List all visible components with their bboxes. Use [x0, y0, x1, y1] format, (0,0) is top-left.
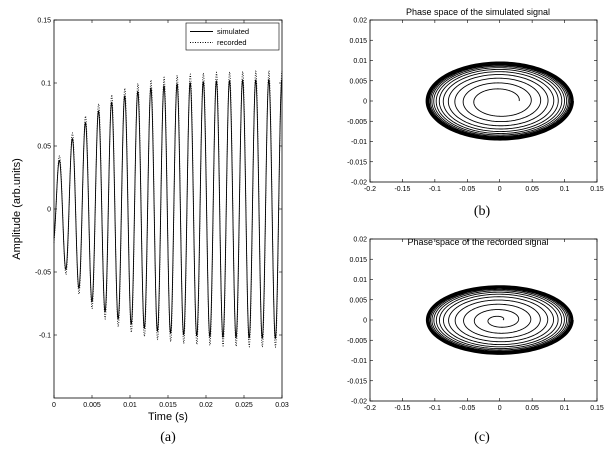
x-tick-label: 0.15 — [590, 186, 604, 193]
series-line-recorded — [53, 70, 283, 349]
y-tick-label: -0.005 — [347, 338, 367, 345]
x-tick-label: 0 — [52, 402, 56, 409]
x-tick-label: 0.01 — [123, 402, 137, 409]
legend-a: simulated recorded — [185, 22, 280, 51]
series-line-simulated — [53, 78, 283, 340]
y-tick-label: 0.01 — [353, 277, 367, 284]
x-tick-label: 0.005 — [83, 402, 101, 409]
title-b: Phase space of the simulated signal — [406, 7, 550, 17]
y-tick-label: -0.015 — [347, 159, 367, 166]
x-tick-label: 0.02 — [199, 402, 213, 409]
phase-trajectory — [425, 61, 574, 141]
y-tick-label: -0.01 — [351, 139, 367, 146]
y-tick-label: 0.05 — [37, 144, 51, 151]
x-tick-label: -0.2 — [364, 405, 376, 412]
y-tick-label: 0.02 — [353, 18, 367, 25]
panel-c: Phase space of the recorded signal -0.2-… — [347, 237, 604, 446]
legend-label-recorded: recorded — [217, 38, 247, 47]
caption-b: (b) — [474, 204, 491, 219]
y-tick-label: -0.02 — [351, 399, 367, 406]
legend-box — [185, 22, 280, 51]
y-tick-label: 0 — [363, 99, 367, 106]
ticks-a: 0 0.005 0.01 0.015 0.02 0.025 0.03 -0.1 -0.05 0 0.… — [35, 18, 289, 410]
x-tick-label: 0.05 — [525, 186, 539, 193]
y-axis-label-a: Amplitude (arb.units) — [11, 158, 23, 260]
y-tick-label: 0 — [363, 318, 367, 325]
caption-a: (a) — [160, 430, 176, 445]
ticks-b: -0.2 -0.15 -0.1 -0.05 0 0.05 0.1 0.15 -0.02 -0.01… — [347, 18, 604, 194]
y-tick-label: -0.01 — [351, 358, 367, 365]
x-tick-label: -0.05 — [459, 405, 475, 412]
panel-b: Phase space of the simulated signal -0.2… — [347, 7, 604, 219]
y-tick-label: 0.015 — [349, 38, 367, 45]
legend-label-simulated: simulated — [217, 27, 249, 36]
y-tick-label: -0.015 — [347, 378, 367, 385]
x-tick-label: 0.05 — [525, 405, 539, 412]
y-tick-label: -0.05 — [35, 270, 51, 277]
x-tick-label: -0.1 — [429, 405, 441, 412]
x-tick-label: -0.1 — [429, 186, 441, 193]
series-b — [425, 61, 574, 141]
x-tick-label: 0.15 — [590, 405, 604, 412]
x-tick-label: 0.1 — [560, 186, 570, 193]
y-tick-label: 0.02 — [353, 237, 367, 244]
plot-area-c — [369, 238, 598, 402]
x-axis-label-a: Time (s) — [148, 411, 188, 423]
y-tick-label: 0.005 — [349, 297, 367, 304]
x-tick-label: -0.15 — [394, 405, 410, 412]
y-tick-label: 0.01 — [353, 58, 367, 65]
x-tick-label: -0.2 — [364, 186, 376, 193]
x-tick-label: 0 — [498, 186, 502, 193]
y-tick-label: 0.005 — [349, 78, 367, 85]
x-tick-label: 0.015 — [159, 402, 177, 409]
y-tick-label: 0.015 — [349, 257, 367, 264]
ticks-c: -0.2 -0.15 -0.1 -0.05 0 0.05 0.1 0.15 -0.02 -0.01… — [347, 237, 604, 413]
y-tick-label: 0.1 — [41, 81, 51, 88]
y-tick-label: 0.15 — [37, 18, 51, 25]
x-tick-label: -0.05 — [459, 186, 475, 193]
series-c — [425, 285, 574, 355]
phase-trajectory — [425, 285, 574, 355]
plot-area-b — [369, 19, 598, 183]
x-tick-label: 0.025 — [235, 402, 253, 409]
y-tick-label: -0.02 — [351, 180, 367, 187]
x-tick-label: 0 — [498, 405, 502, 412]
x-tick-label: 0.03 — [275, 402, 289, 409]
title-c: Phase space of the recorded signal — [407, 237, 548, 247]
series-a — [53, 70, 283, 349]
y-tick-label: -0.1 — [39, 333, 51, 340]
x-tick-label: -0.15 — [394, 186, 410, 193]
x-tick-label: 0.1 — [560, 405, 570, 412]
caption-c: (c) — [474, 430, 490, 445]
y-tick-label: -0.005 — [347, 119, 367, 126]
panel-a: 0 0.005 0.01 0.015 0.02 0.025 0.03 -0.1 -0.05 0 0.… — [11, 18, 289, 446]
y-tick-label: 0 — [47, 207, 51, 214]
